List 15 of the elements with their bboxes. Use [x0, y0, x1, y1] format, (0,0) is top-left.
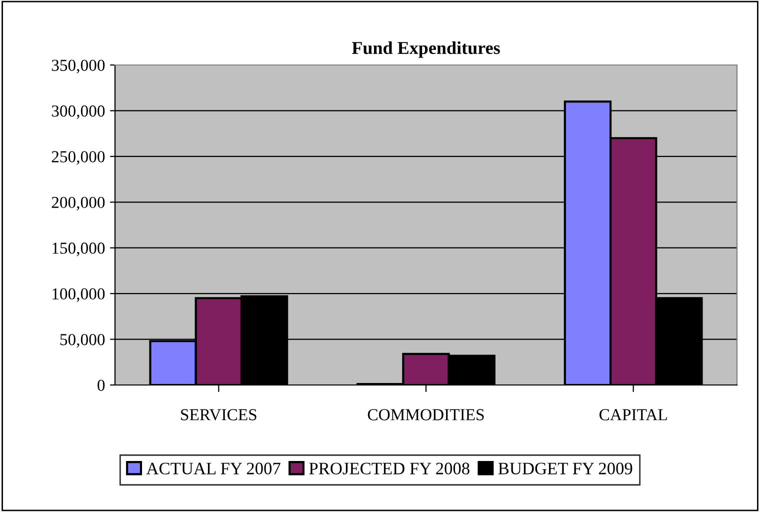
legend-label: BUDGET FY 2009 — [498, 462, 632, 474]
y-tick-label: 0 — [98, 380, 105, 391]
y-tick-label: 300,000 — [52, 105, 105, 120]
legend-label: ACTUAL FY 2007 — [146, 462, 280, 474]
x-tick-label: COMMODITIES — [368, 409, 484, 420]
y-tick-label: 200,000 — [52, 196, 105, 210]
legend-label: PROJECTED FY 2008 — [309, 462, 470, 474]
y-tick-label: 150,000 — [52, 242, 105, 256]
y-tick-label: 250,000 — [52, 151, 105, 165]
y-tick-label: 50,000 — [60, 334, 105, 348]
x-tick-label: SERVICES — [181, 409, 256, 420]
x-tick-label: CAPITAL — [600, 409, 667, 420]
chart-title: Fund Expenditures — [352, 41, 500, 58]
y-tick-label: 350,000 — [52, 60, 105, 74]
y-tick-label: 100,000 — [52, 288, 105, 302]
